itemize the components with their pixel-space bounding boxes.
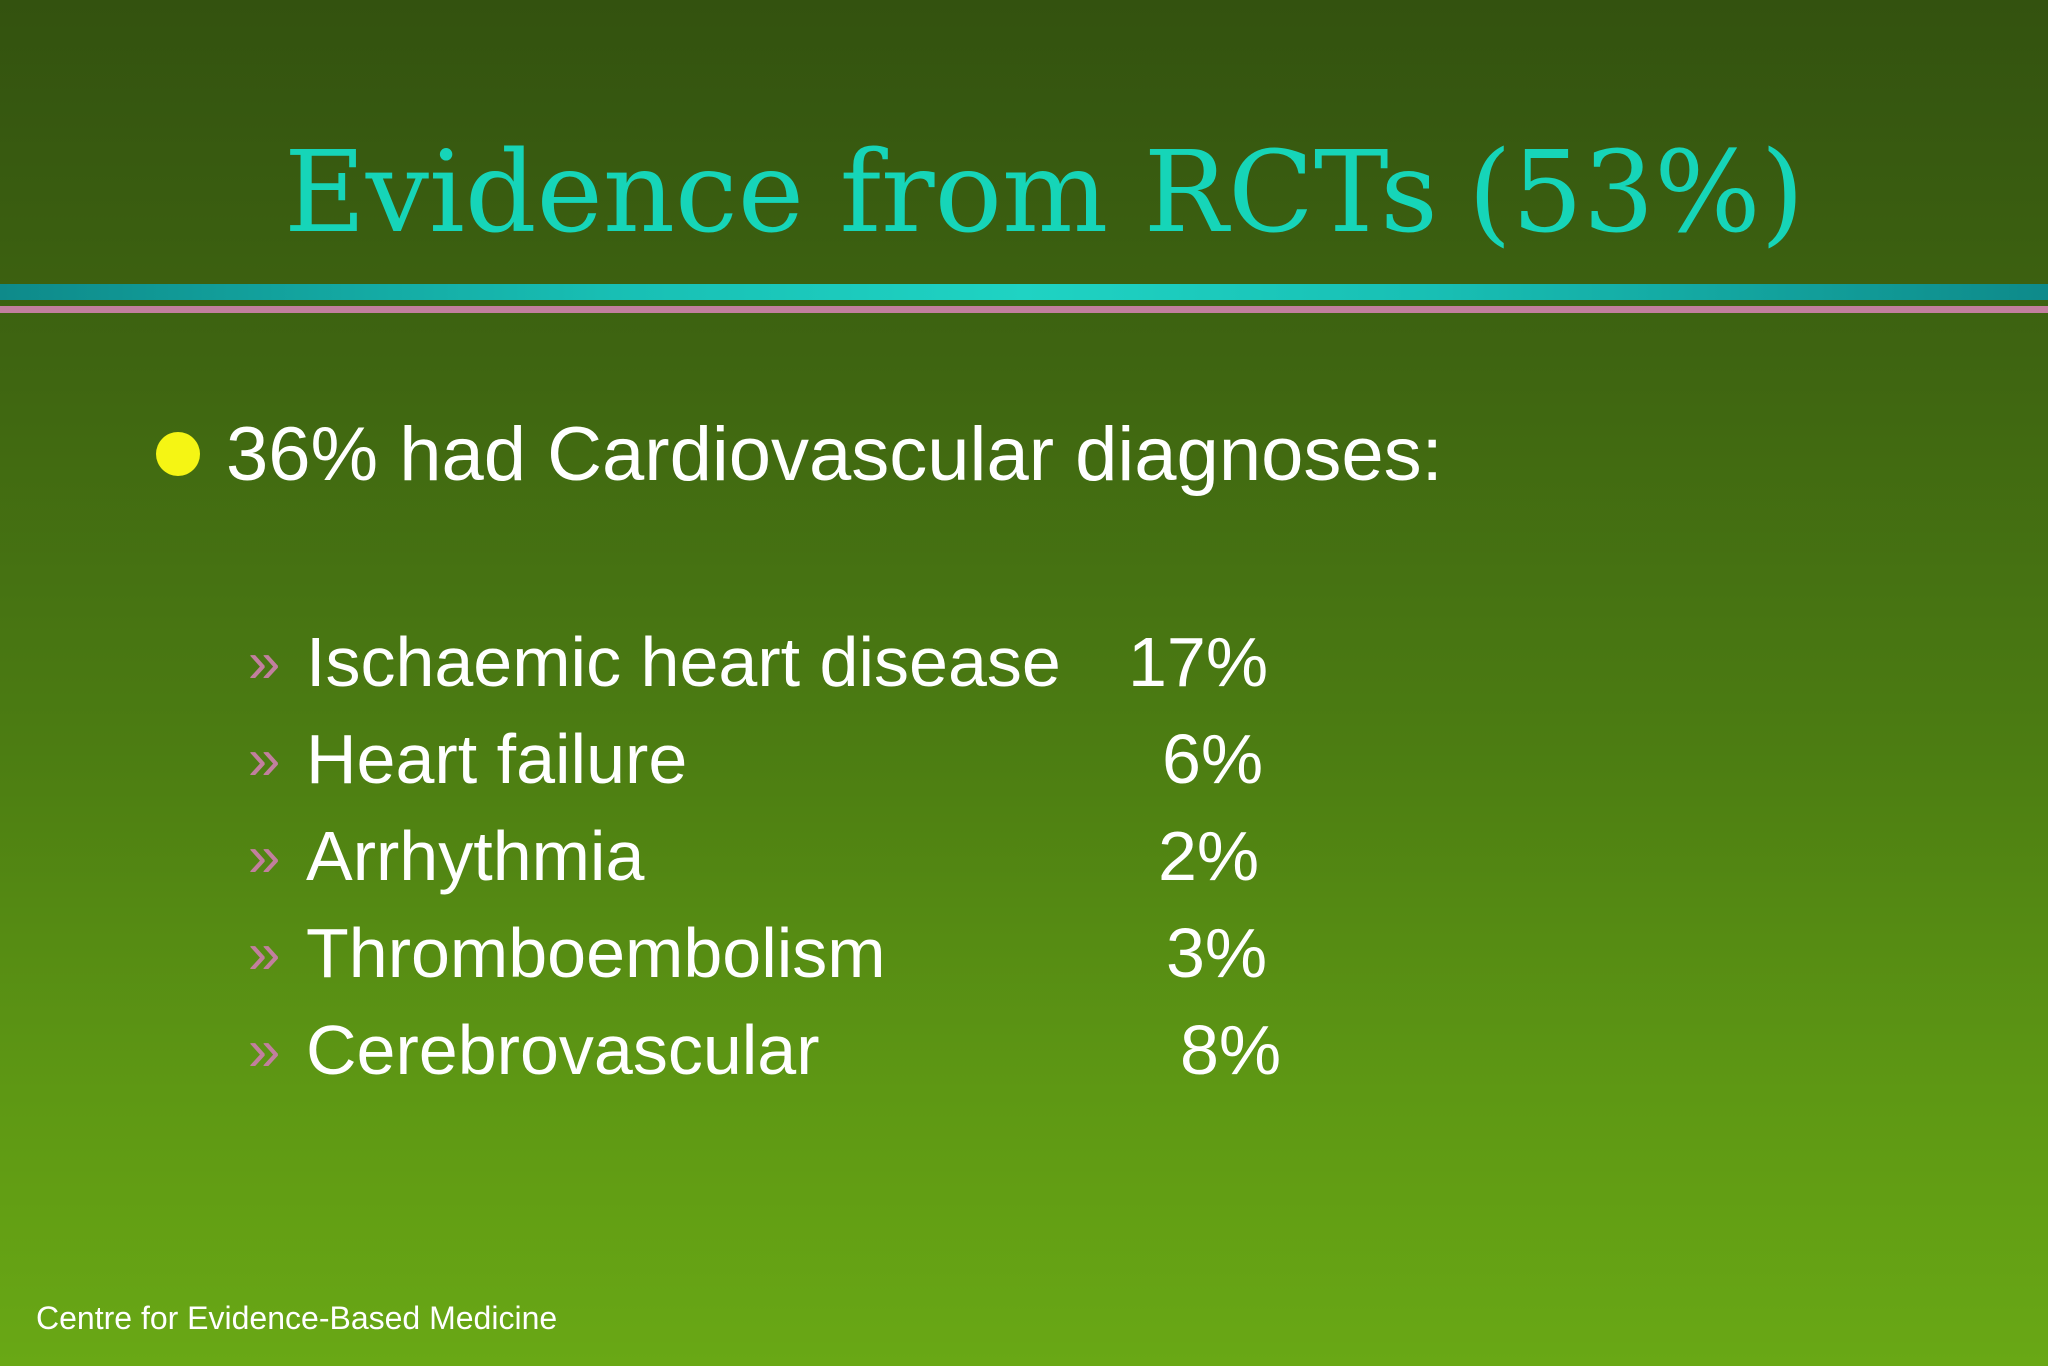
diagnosis-value: 8% (1180, 1011, 1282, 1089)
diagnosis-list: » Ischaemic heart disease 17% » Heart fa… (248, 614, 1348, 1099)
diagnosis-label: Thromboembolism (306, 914, 886, 992)
footer-source: Centre for Evidence-Based Medicine (36, 1300, 558, 1336)
chevron-marker-icon: » (248, 1018, 281, 1083)
main-bullet: 36% had Cardiovascular diagnoses: (156, 404, 1443, 504)
title-divider-pink (0, 306, 2048, 313)
list-item: » Arrhythmia 2% (248, 808, 1348, 905)
list-item: » Cerebrovascular 8% (248, 1002, 1348, 1099)
chevron-marker-icon: » (248, 727, 281, 792)
title-divider-teal (0, 284, 2048, 300)
diagnosis-value: 3% (1166, 914, 1268, 992)
diagnosis-label: Cerebrovascular (306, 1011, 820, 1089)
list-item: » Ischaemic heart disease 17% (248, 614, 1348, 711)
title-percentage: (53%) (1468, 128, 1805, 258)
main-bullet-text: 36% had Cardiovascular diagnoses: (226, 411, 1443, 497)
bullet-dot-icon (156, 432, 200, 476)
list-item: » Thromboembolism 3% (248, 905, 1348, 1002)
slide-title: Evidence from RCTs (53%) (0, 128, 2048, 258)
diagnosis-value: 6% (1162, 720, 1264, 798)
chevron-marker-icon: » (248, 921, 281, 986)
diagnosis-label: Heart failure (306, 720, 688, 798)
diagnosis-value: 2% (1158, 817, 1260, 895)
list-item: » Heart failure 6% (248, 711, 1348, 808)
title-text: Evidence from RCTs (284, 128, 1438, 258)
chevron-marker-icon: » (248, 824, 281, 889)
chevron-marker-icon: » (248, 630, 281, 695)
diagnosis-label: Arrhythmia (306, 817, 645, 895)
diagnosis-value: 17% (1128, 623, 1269, 701)
diagnosis-label: Ischaemic heart disease (306, 623, 1061, 701)
